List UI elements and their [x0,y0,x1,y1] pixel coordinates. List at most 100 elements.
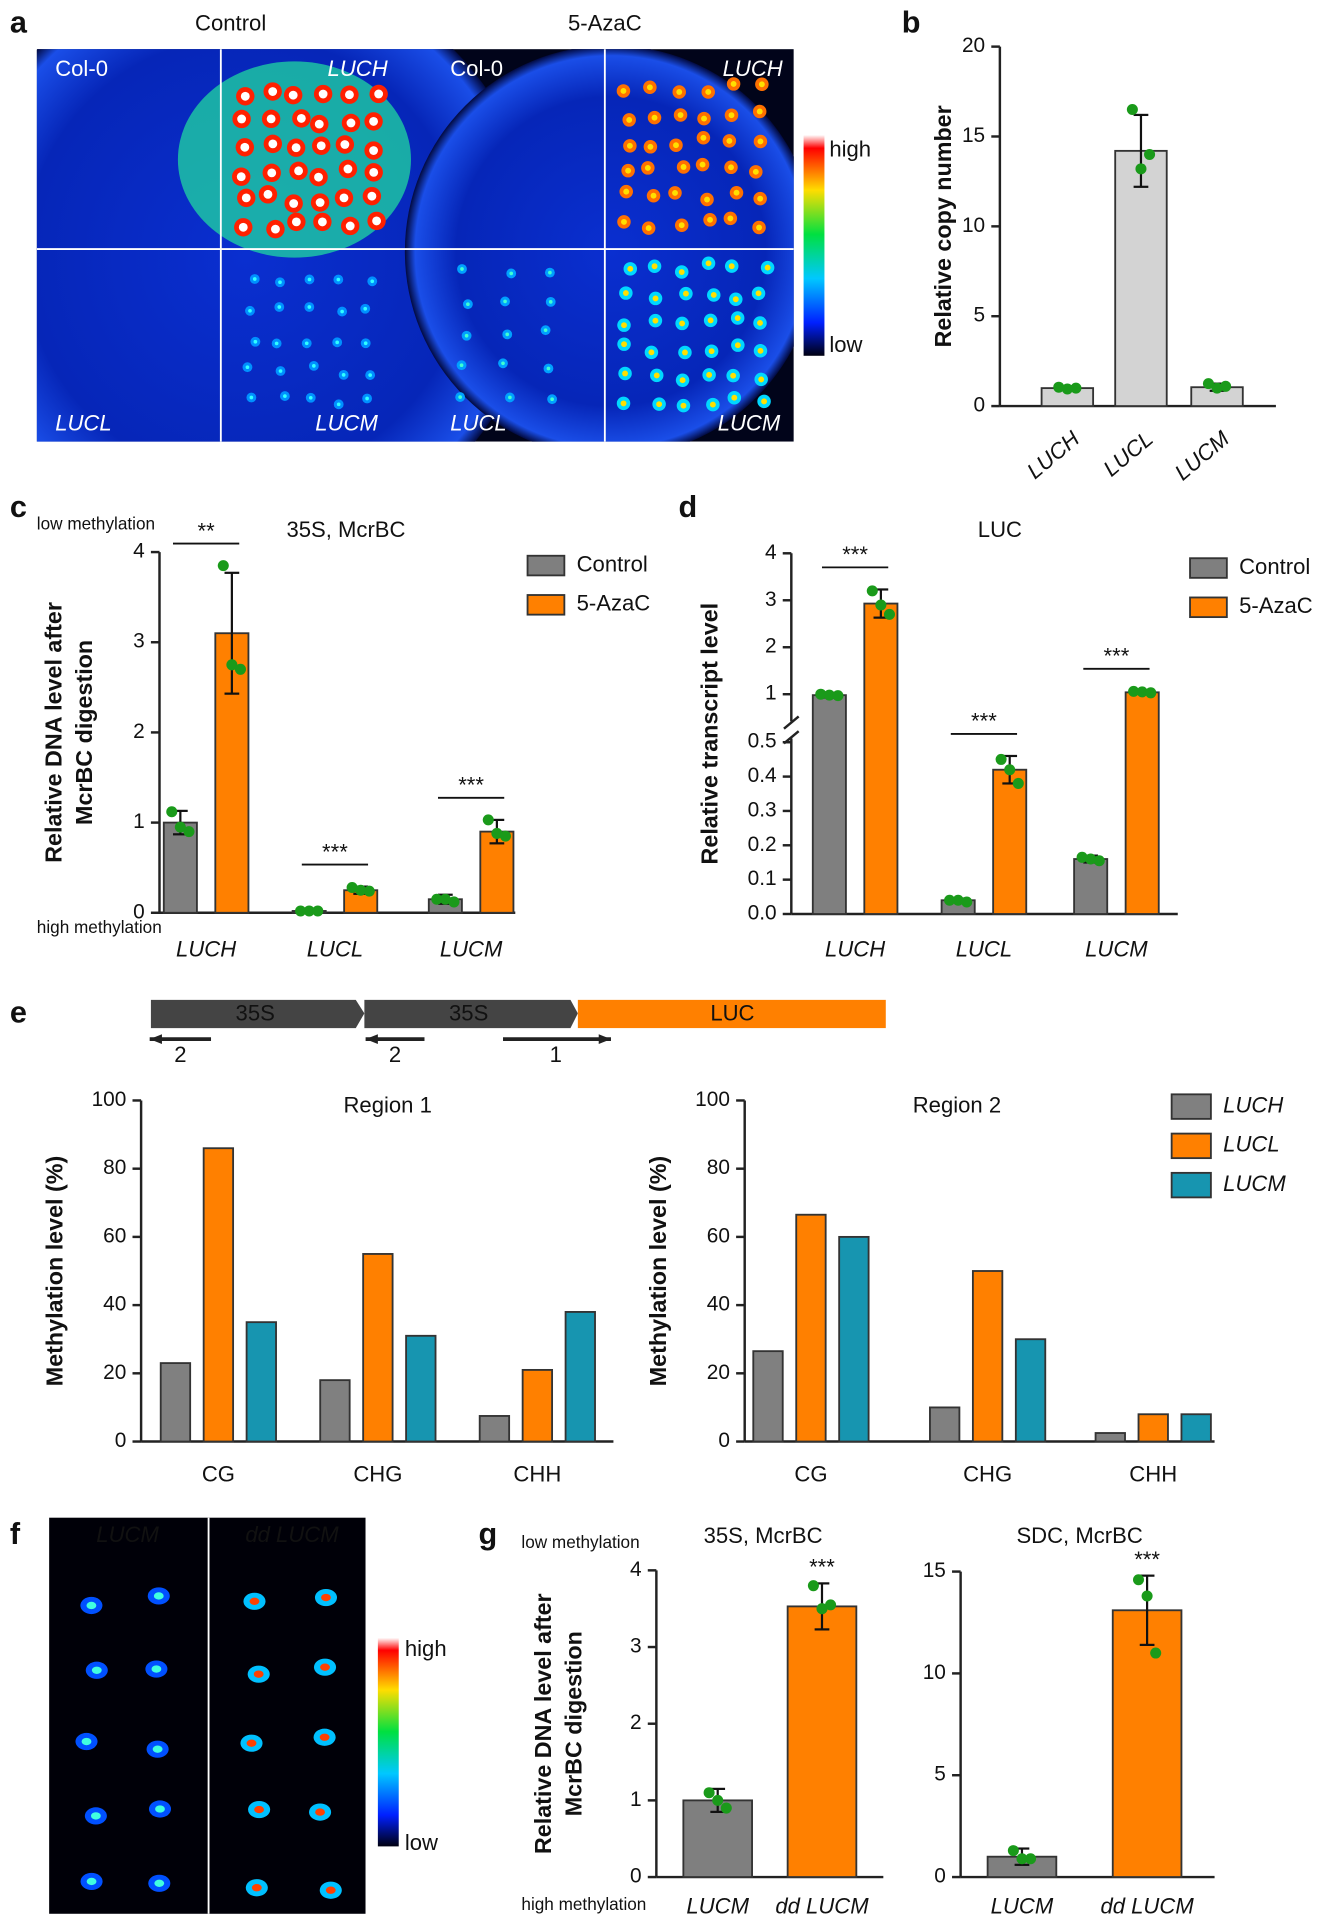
seedling-core [320,1663,330,1671]
seedling-core [758,81,765,88]
seedling-core [154,1879,165,1887]
seedling-core [307,305,312,309]
seedling-core [335,340,340,345]
seedling-core [621,341,627,348]
seedling-core [314,172,323,182]
data-point [703,1787,715,1799]
seedling-core [151,1665,162,1673]
seedling-core [308,395,313,400]
arrow-head [598,1034,611,1045]
seedling-core [647,143,654,150]
legend-label: Control [1239,554,1310,579]
y-tick-label: 10 [923,1661,946,1684]
panel-label: f [10,1517,21,1551]
seedling-core [700,134,707,141]
bar [319,1379,351,1443]
bar [863,602,899,915]
legend-swatch [1170,1093,1212,1120]
annotation: low methylation [521,1532,639,1552]
data-point [1141,1590,1153,1602]
seedling-core [81,1737,92,1746]
seedling-core [459,363,464,368]
seedling-core [266,114,276,124]
seedling-core [682,290,689,297]
seedling-core [682,349,688,356]
seedling-core [621,322,627,329]
y-tick-label: 3 [133,630,145,653]
bar [405,1334,437,1443]
seedling-core [369,167,379,177]
data-point [355,884,367,896]
seedling-core [627,265,634,272]
y-tick-label: 0 [934,1865,946,1888]
y-tick-label: 5 [934,1763,946,1786]
seedling-core [704,196,710,203]
seedling-core [325,1886,336,1894]
seedling-core [245,365,250,370]
colorbar-label: high [405,1636,447,1661]
y-tick-label: 60 [707,1224,730,1247]
seedling-core [263,189,273,199]
seedling-core [761,398,768,405]
bar [202,1147,235,1443]
legend-label: 5-AzaC [1239,593,1313,618]
bar [362,1253,394,1443]
seedling-core [289,199,299,208]
y-tick-label: 0.0 [748,901,777,924]
y-tick-label: 0.2 [748,833,777,856]
y-tick-label: 0 [133,900,145,923]
y-axis-label: Methylation level (%) [645,1156,671,1386]
data-point [1004,764,1016,776]
seedling-core [728,164,734,171]
image-label: LUCM [315,410,378,435]
y-tick-label: 10 [962,214,985,237]
legend-swatch [526,594,566,616]
seedling-core [246,1739,257,1747]
seedling-core [707,317,714,324]
data-point [1128,685,1140,697]
data-point [1220,380,1232,392]
bar [1111,1609,1183,1878]
x-tick-label: LUCH [1022,426,1084,484]
seedling-core [340,309,344,314]
seedling-core [756,224,762,231]
seedling-core [678,222,685,229]
seedling-core [644,164,651,171]
seedling-core [317,217,327,227]
seedling-core [283,394,287,398]
y-tick-label: 0.3 [748,798,777,821]
arrow-head [149,1034,162,1045]
y-tick-label: 20 [707,1361,730,1384]
y-axis-label: Relative transcript level [697,603,723,865]
panel-label: c [10,490,27,524]
y-tick-label: 0 [115,1429,127,1452]
seedling-core [372,216,381,226]
x-tick-label: CG [794,1462,827,1487]
bar [1014,1338,1047,1443]
seedling-core [680,164,687,170]
annotation: high methylation [521,1894,646,1914]
image-f [49,1517,366,1914]
colorbar-label: high [829,137,871,162]
data-point [712,1794,724,1806]
x-tick-label: LUCM [991,1894,1054,1919]
seedling-core [626,116,633,123]
seedling-core [709,401,716,408]
x-tick-label: LUCL [1098,426,1157,481]
seedling-core [705,260,712,267]
annotation: low methylation [37,514,155,534]
seedling-core [656,401,663,408]
seedling-core [622,290,629,297]
seedling-core [343,164,353,174]
x-tick-label: CHH [513,1462,561,1487]
data-point [1007,1845,1019,1857]
data-point [952,894,964,906]
data-point [875,599,887,611]
data-point [1202,378,1214,390]
legend-swatch [1170,1171,1212,1199]
seedling-core [345,221,355,231]
chart-title: 35S, McrBC [704,1523,823,1548]
colorbar [377,1637,399,1847]
seedling-core [363,341,368,346]
seedling-core [652,317,659,324]
